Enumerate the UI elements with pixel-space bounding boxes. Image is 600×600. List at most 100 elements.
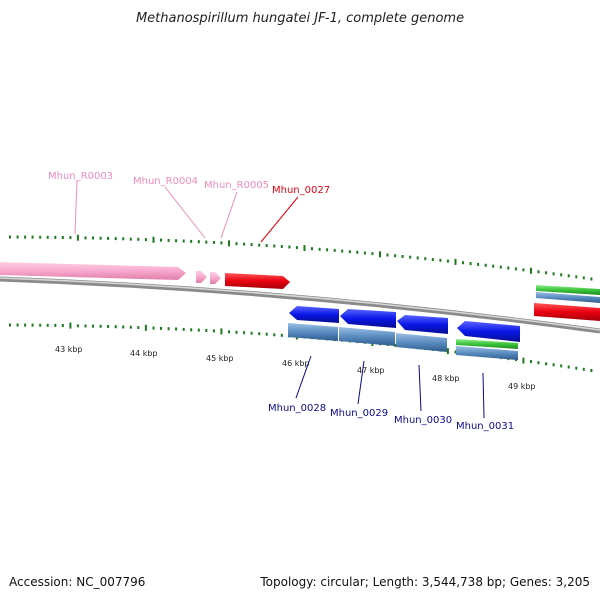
minor-tick <box>431 258 434 261</box>
minor-tick <box>31 235 34 239</box>
minor-tick <box>182 327 185 331</box>
minor-tick <box>280 333 283 337</box>
minor-tick <box>107 325 110 328</box>
domain-bar-0030[interactable] <box>396 333 447 352</box>
feature-right-red[interactable] <box>534 303 600 321</box>
major-tick <box>152 236 155 243</box>
feature-label-mhun-r0005[interactable]: Mhun_R0005 <box>204 180 269 191</box>
minor-tick <box>212 241 215 244</box>
minor-tick <box>386 253 389 257</box>
minor-tick <box>454 350 457 354</box>
minor-tick <box>167 327 170 331</box>
minor-tick <box>409 255 412 259</box>
minor-tick <box>575 275 578 279</box>
feature-label-mhun-r0004[interactable]: Mhun_R0004 <box>133 176 198 187</box>
feature-mhun-r0003[interactable] <box>0 262 186 280</box>
feature-label-mhun-0031[interactable]: Mhun_0031 <box>456 421 514 432</box>
minor-tick <box>205 329 208 332</box>
minor-tick <box>424 257 427 261</box>
page-title: Methanospirillum hungatei JF-1, complete… <box>135 11 465 26</box>
minor-tick <box>190 239 193 243</box>
minor-tick <box>499 265 502 269</box>
minor-tick <box>288 245 291 249</box>
feature-label-mhun-0028[interactable]: Mhun_0028 <box>268 403 326 414</box>
domain-bar-0029[interactable] <box>339 327 395 346</box>
minor-tick <box>484 263 487 267</box>
minor-tick <box>152 326 155 330</box>
minor-tick <box>31 323 34 327</box>
feature-label-mhun-0030[interactable]: Mhun_0030 <box>394 415 452 426</box>
major-tick <box>76 234 79 241</box>
domain-bar-0028[interactable] <box>288 323 338 341</box>
minor-tick <box>462 261 464 265</box>
minor-tick <box>590 277 593 281</box>
minor-tick <box>326 248 329 252</box>
minor-tick <box>582 276 585 280</box>
minor-tick <box>477 262 480 266</box>
feature-label-mhun-0027[interactable]: Mhun_0027 <box>272 185 330 196</box>
feature-label-mhun-r0003[interactable]: Mhun_R0003 <box>48 171 113 182</box>
minor-tick <box>54 323 57 327</box>
minor-tick <box>39 235 42 239</box>
minor-tick <box>265 332 268 336</box>
minor-tick <box>137 326 140 329</box>
leader-line <box>418 364 422 412</box>
minor-tick <box>61 236 64 239</box>
minor-tick <box>107 236 110 240</box>
minor-tick <box>250 243 253 247</box>
minor-tick <box>9 323 11 327</box>
minor-tick <box>258 332 261 336</box>
feature-mhun-0029[interactable] <box>340 309 396 328</box>
minor-tick <box>84 324 87 328</box>
minor-tick <box>9 235 11 239</box>
minor-tick <box>144 238 147 242</box>
minor-tick <box>175 327 178 331</box>
feature-mhun-0027[interactable] <box>225 273 290 289</box>
feature-mhun-0031[interactable] <box>457 321 520 342</box>
minor-tick <box>175 239 178 243</box>
minor-tick <box>552 272 555 276</box>
minor-tick <box>46 235 49 239</box>
leader-line <box>164 186 206 239</box>
minor-tick <box>394 343 397 347</box>
feature-mhun-r0004[interactable] <box>196 271 207 283</box>
minor-tick <box>522 268 525 272</box>
minor-tick <box>560 273 563 277</box>
major-tick <box>69 322 72 329</box>
minor-tick <box>356 250 359 254</box>
leader-line <box>357 360 365 405</box>
minor-tick <box>318 247 321 251</box>
minor-tick <box>99 324 102 328</box>
major-tick <box>454 258 457 265</box>
feature-mhun-0030[interactable] <box>397 315 448 334</box>
minor-tick <box>507 266 510 270</box>
domain-bar-0031-green[interactable] <box>456 339 518 349</box>
tick-row-top <box>9 234 593 281</box>
domain-bar-0031-blue[interactable] <box>456 346 518 360</box>
minor-tick <box>197 328 200 332</box>
scale-label: 45 kbp <box>206 354 234 363</box>
feature-label-mhun-0029[interactable]: Mhun_0029 <box>330 408 388 419</box>
major-tick <box>379 251 381 258</box>
feature-right-domain[interactable] <box>536 292 600 303</box>
genome-summary-text: Topology: circular; Length: 3,544,738 bp… <box>260 575 590 589</box>
minor-tick <box>61 324 64 327</box>
minor-tick <box>16 235 19 239</box>
minor-tick <box>16 323 19 327</box>
minor-tick <box>567 365 570 369</box>
minor-tick <box>311 247 313 251</box>
minor-tick <box>590 369 593 372</box>
feature-mhun-r0005[interactable] <box>210 272 221 284</box>
minor-tick <box>92 236 94 240</box>
feature-mhun-0028[interactable] <box>289 306 339 323</box>
minor-tick <box>469 262 472 266</box>
minor-tick <box>235 330 238 334</box>
minor-tick <box>69 236 72 240</box>
minor-tick <box>243 331 246 335</box>
feature-right-green[interactable] <box>536 285 600 295</box>
scale-label: 44 kbp <box>130 349 158 358</box>
minor-tick <box>492 264 495 268</box>
minor-tick <box>167 238 170 242</box>
minor-tick <box>552 363 555 367</box>
